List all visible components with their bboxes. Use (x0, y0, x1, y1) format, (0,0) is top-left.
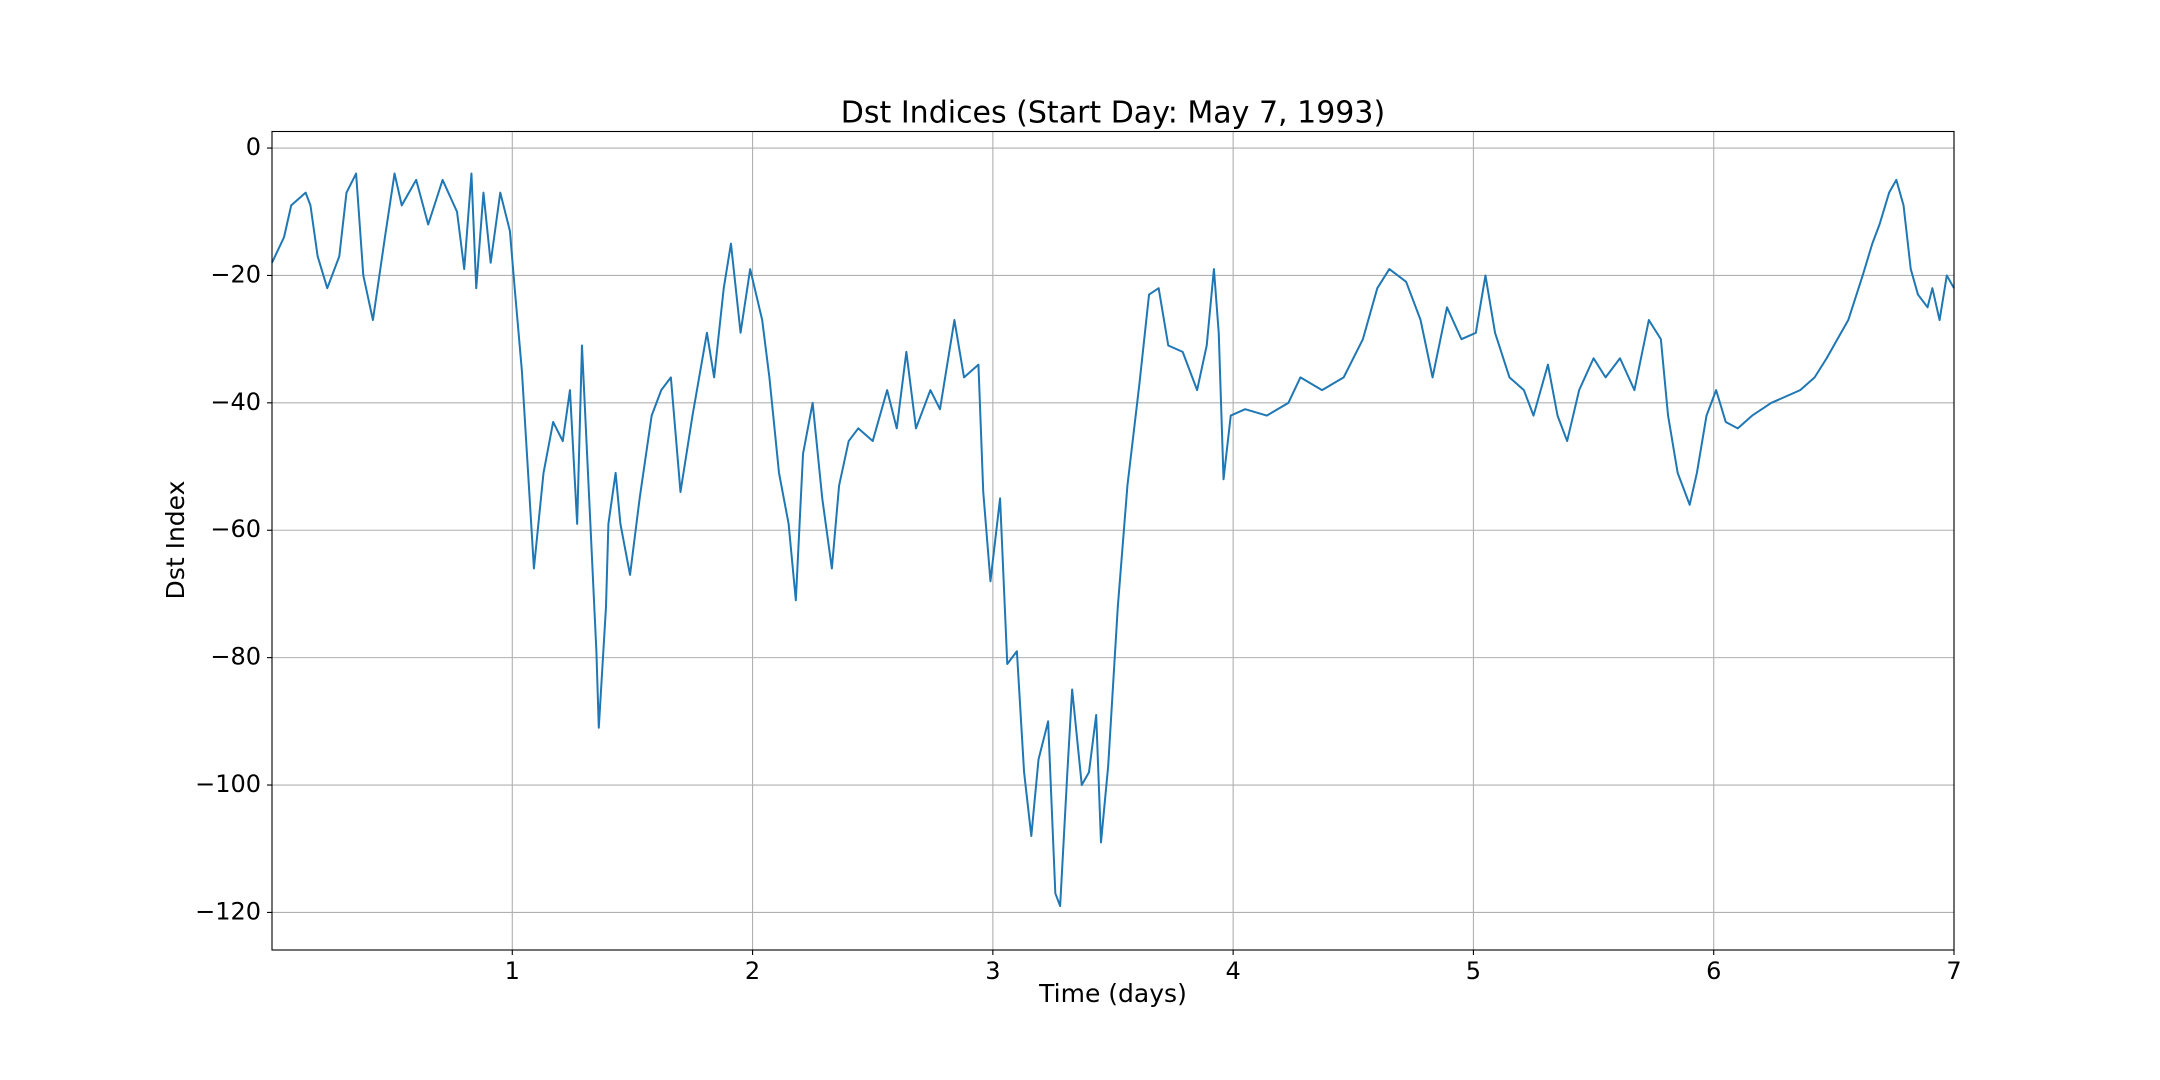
x-tick-label: 2 (745, 957, 760, 985)
x-tick-label: 5 (1466, 957, 1481, 985)
axes: −120 −100 −80 −60 −40 −20 0 1 2 3 4 5 6 7 (195, 130, 1962, 985)
y-tick-label: −40 (210, 388, 261, 416)
y-tick-label: −100 (195, 770, 261, 798)
y-tick-label: −20 (210, 260, 261, 288)
data-line (271, 172, 1955, 908)
x-tick-label: 6 (1706, 957, 1721, 985)
y-tick-label: −120 (195, 897, 261, 925)
y-tick-label: −60 (210, 515, 261, 543)
x-axis-label: Time (days) (1038, 979, 1187, 1008)
y-tick-label: 0 (246, 133, 261, 161)
plot-area (271, 172, 1955, 908)
x-tick-label: 7 (1946, 957, 1961, 985)
y-tick-label: −80 (210, 643, 261, 671)
axes-frame (271, 130, 1955, 951)
x-tick-label: 4 (1226, 957, 1241, 985)
x-tick-label: 1 (505, 957, 520, 985)
y-axis-label: Dst Index (161, 481, 190, 600)
chart-title: Dst Indices (Start Day: May 7, 1993) (841, 96, 1385, 131)
x-tick-label: 3 (985, 957, 1000, 985)
